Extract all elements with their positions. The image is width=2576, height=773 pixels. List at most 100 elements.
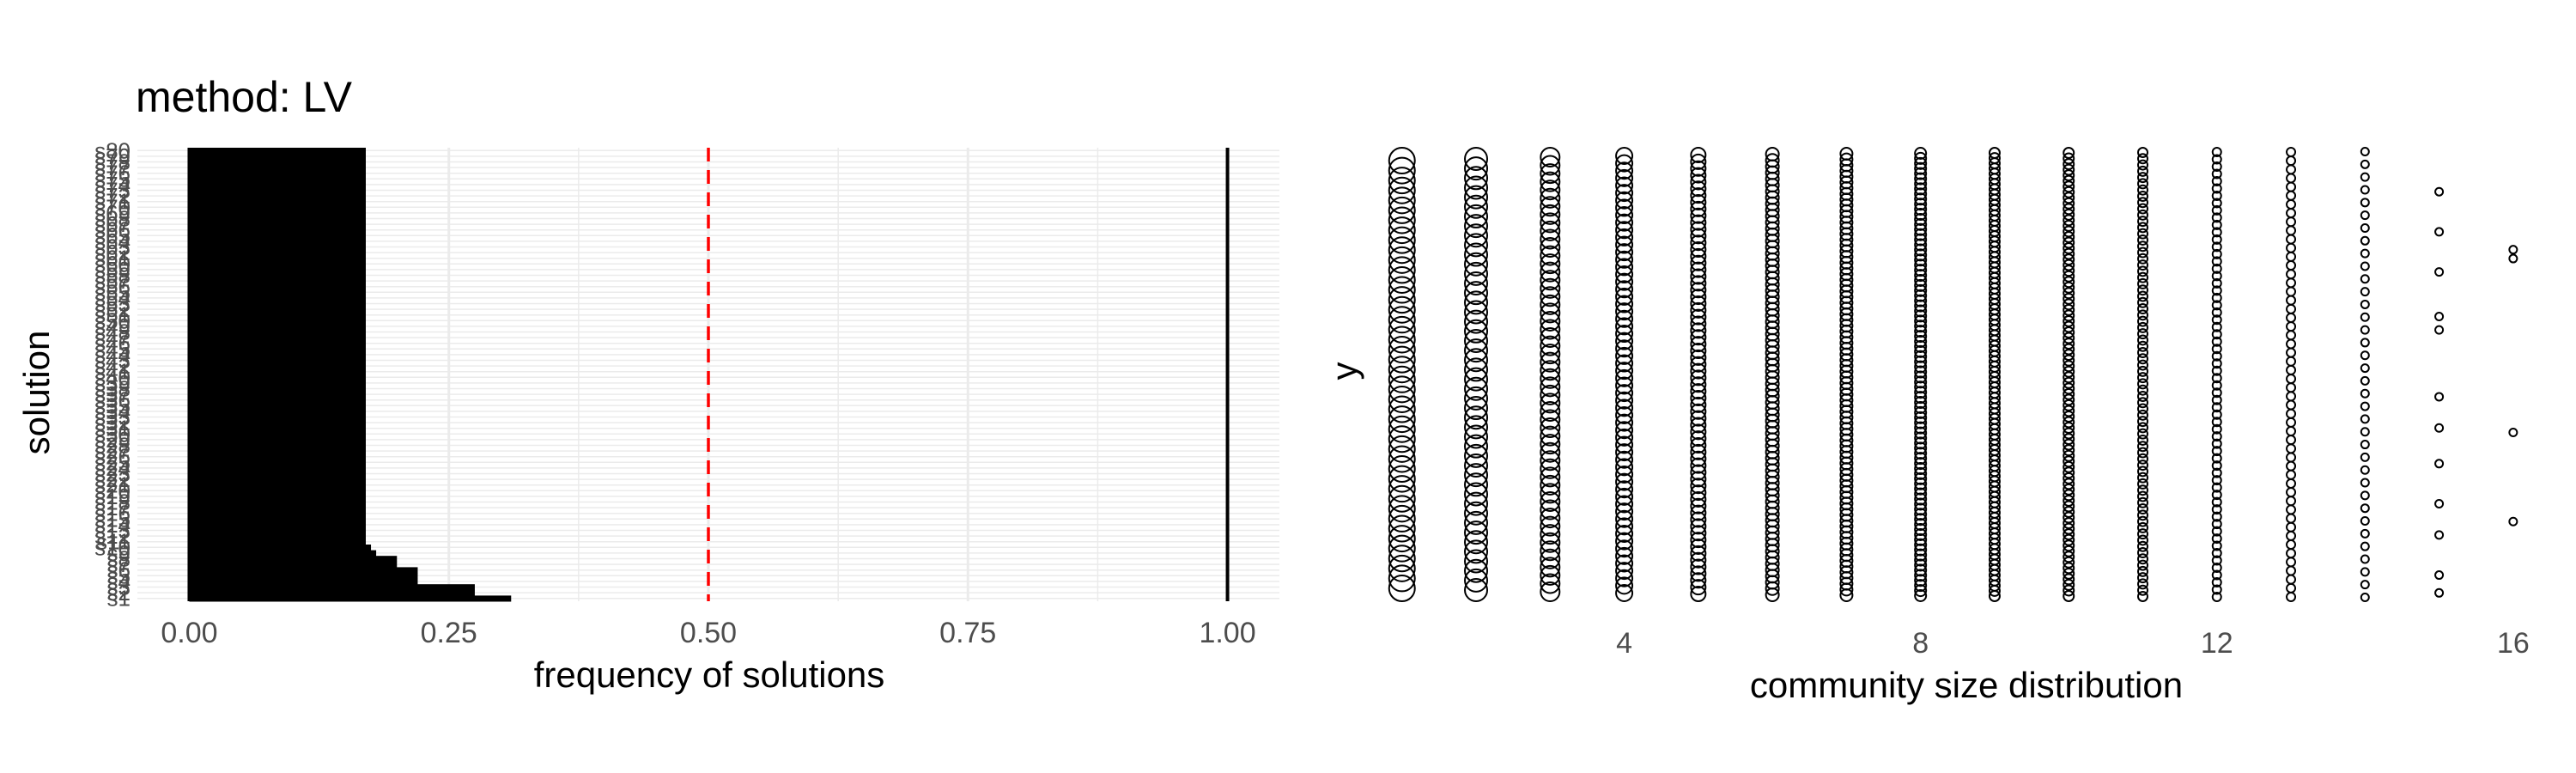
scatter-point [1914,466,1928,480]
scatter-point [2136,565,2148,577]
scatter-point [2136,434,2148,446]
scatter-point [1690,167,1707,184]
bar [189,403,366,410]
bar [189,351,366,358]
scatter-point [2063,483,2075,496]
scatter-point [1690,579,1707,596]
scatter-point [2063,203,2075,216]
scatter-point [1690,173,1707,191]
bar-y-tick-label: s54 [94,285,131,311]
bar-y-tick-label: s5 [107,563,131,588]
scatter-point [2211,314,2222,326]
scatter-point [2211,248,2222,259]
bar-y-tick-label: s76 [94,161,131,186]
bar [189,510,366,517]
scatter-point [2063,152,2075,165]
scatter-point [1690,538,1707,555]
scatter-point [2211,154,2222,165]
bar-y-tick-label: s23 [94,461,131,487]
scatter-point [2063,314,2075,327]
scatter-point [1540,400,1561,422]
scatter-point [1464,194,1489,219]
scatter-point [1690,289,1707,306]
scatter-point [2211,453,2222,464]
scatter-point [1914,289,1928,302]
scatter-point [1388,445,1416,473]
scatter-point [1914,548,1928,562]
scatter-point [2211,569,2222,581]
scatter-point [2434,392,2445,402]
scatter-point [2136,572,2148,584]
scatter-point [2063,338,2075,350]
scatter-point [1914,147,1928,160]
bar-y-tick-label: s79 [94,143,131,169]
scatter-point [2063,292,2075,305]
bar [189,244,366,251]
scatter-point [1388,216,1416,245]
scatter-point [1914,416,1928,429]
bar [189,578,418,585]
bar [189,447,366,454]
scatter-point [2136,559,2148,571]
scatter-point [1615,569,1634,587]
scatter-point [1914,217,1928,231]
scatter-point [1615,258,1634,277]
scatter-point [2136,584,2148,596]
scatter-point [1388,495,1416,523]
scatter-point [2360,503,2370,514]
scatter-point [2360,299,2370,309]
scatter-point [1464,396,1489,421]
scatter-point [1914,172,1928,186]
scatter-point [2063,533,2075,546]
scatter-point [1690,342,1707,359]
scatter-point [1615,539,1634,558]
scatter-point [1615,554,1634,573]
scatter-point [2211,263,2222,274]
scatter-point [2063,584,2075,597]
scatter-point [2136,503,2148,515]
scatter-point [1914,177,1928,191]
scatter-point [1388,336,1416,364]
scatter-point [1914,182,1928,196]
scatter-point [1388,475,1416,503]
bar-y-tick-label: s1 [107,586,131,612]
scatter-point [1914,192,1928,206]
scatter-point [1388,265,1416,294]
bar-y-tick-label: s63 [94,234,131,260]
bar-y-tick-label: s50 [94,307,131,333]
scatter-point [1914,518,1928,532]
scatter-point [1690,490,1707,508]
scatter-point [2136,321,2148,333]
scatter-point [1540,564,1561,586]
scatter-point [2063,230,2075,243]
scatter-point [2136,578,2148,590]
scatter-point [1615,428,1634,447]
scatter-point [1540,212,1561,234]
scatter-point [1388,147,1416,174]
scatter-point [2063,287,2075,300]
scatter-point [2360,159,2370,169]
scatter-point [2063,399,2075,411]
scatter-point [1540,286,1561,307]
scatter-point [1540,524,1561,545]
bar [189,318,366,325]
scatter-point [1690,308,1707,326]
scatter-point [2136,303,2148,315]
scatter-point [1540,204,1561,225]
scatter-point [1615,502,1634,521]
bar [189,340,366,347]
bar [189,567,418,574]
scatter-point [1765,587,1780,602]
scatter-point [1690,423,1707,441]
scatter-point [1540,573,1561,594]
scatter-point [2136,296,2148,308]
scatter-point [1540,425,1561,447]
scatter-point [2434,312,2445,322]
scatter-point [2063,147,2075,159]
bar-y-tick-label: s42 [94,353,131,379]
scatter-point [2211,504,2222,515]
bar [189,346,366,353]
scatter-point [2360,172,2370,182]
bar-y-tick-label: s22 [94,466,131,492]
scatter-point [2211,227,2222,238]
